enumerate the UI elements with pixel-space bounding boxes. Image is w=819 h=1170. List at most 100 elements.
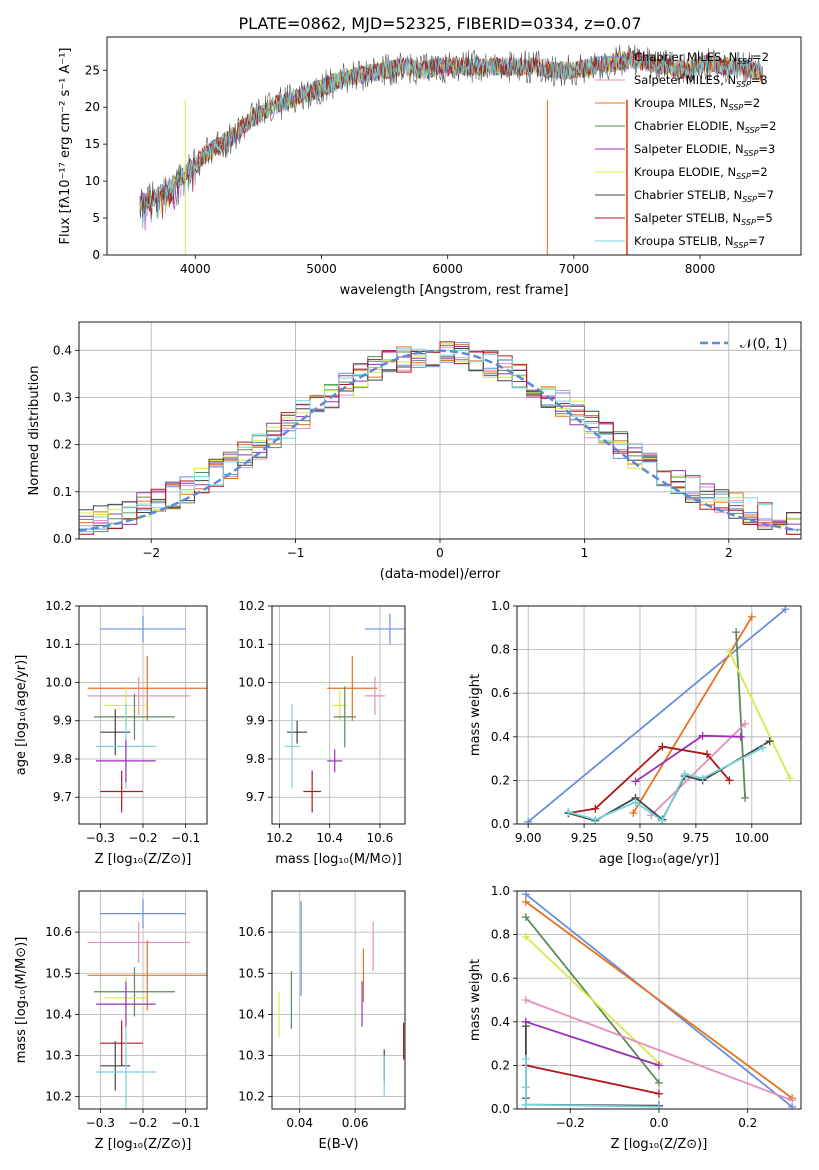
weight-series-line xyxy=(632,616,753,814)
figure-title: PLATE=0862, MJD=52325, FIBERID=0334, z=0… xyxy=(238,14,641,33)
weight_vs_age-axes: 9.00 9.25 9.50 9.75 10.00 0.0 0.2 0.4 0.6 0.8 1.0 a… xyxy=(468,599,802,867)
legend-label: Chabrier MILES, NSSP=2 xyxy=(634,50,769,66)
weight-point-marker xyxy=(521,1100,530,1109)
legend-label: Salpeter STELIB, NSSP=5 xyxy=(634,211,773,227)
weight_vs_age-tick-label-x: 9.00 xyxy=(515,831,542,845)
age_vs_mass-tick-label-x: 10.2 xyxy=(266,831,293,845)
age_vs_Z-tick-label-y: 10.1 xyxy=(45,637,72,651)
age_vs_mass-axes: 10.2 10.4 10.6 9.7 9.8 9.9 10.0 10.1 10.2 mass [l… xyxy=(238,599,406,867)
spectrum-tick-label-y: 10 xyxy=(85,174,100,188)
residuals-tick-label-x: −2 xyxy=(142,546,160,560)
residuals-axes: −2 −1 0 1 2 0.0 0.1 0.2 0.3 0.4 𝒩(0, 1) (data-model… xyxy=(27,321,802,582)
weight_vs_age-tick-label-y: 1.0 xyxy=(491,599,510,613)
legend-label: Kroupa STELIB, NSSP=7 xyxy=(634,234,765,250)
spectrum-tick-label-x: 5000 xyxy=(306,262,337,276)
age_vs_mass-tick-label-x: 10.6 xyxy=(367,831,394,845)
weight-series-line xyxy=(735,632,746,798)
weight_vs_age-ylabel: mass weight xyxy=(468,674,483,756)
age_vs_mass-xlabel: mass [log₁₀(M/M⊙)] xyxy=(275,852,402,867)
age_vs_Z-tick-label-y: 9.7 xyxy=(53,790,72,804)
weight-point-marker xyxy=(655,1089,663,1098)
weight-point-marker xyxy=(725,647,734,656)
spectrum-tick-label-y: 5 xyxy=(92,211,100,225)
spectrum-frame xyxy=(106,36,802,256)
residuals-tick-label-y: 0.3 xyxy=(53,390,72,404)
weight-point-marker xyxy=(658,816,667,824)
weight-point-marker xyxy=(564,808,573,817)
mass_vs_Z-tick-label-x: −0.3 xyxy=(86,1116,115,1130)
legend-label: Kroupa MILES, NSSP=2 xyxy=(634,96,760,112)
age_vs_Z-ylabel: age [log₁₀(age/yr)] xyxy=(14,655,29,776)
mass_vs_EBV-tick-label-x: 0.06 xyxy=(342,1116,369,1130)
weight-point-marker xyxy=(631,777,640,786)
weight-series-line xyxy=(525,1020,660,1067)
weight-point-marker xyxy=(747,612,756,621)
weight-point-marker xyxy=(736,732,745,741)
age_vs_Z-tick-label-y: 10.0 xyxy=(45,675,72,689)
spectrum-tick-label-x: 6000 xyxy=(432,262,463,276)
weight-point-marker xyxy=(524,817,533,824)
spectrum-xlabel: wavelength [Angstrom, rest frame] xyxy=(340,283,569,298)
weight_vs_Z-marks xyxy=(521,891,797,1109)
mass_vs_Z-tick-label-y: 10.5 xyxy=(45,966,72,980)
mass_vs_EBV-tick-label-y: 10.4 xyxy=(238,1007,265,1021)
weight-point-marker xyxy=(655,1102,663,1109)
weight-point-marker xyxy=(698,774,707,783)
legend-label: Salpeter MILES, NSSP=3 xyxy=(634,73,768,89)
spectrum-legend: Chabrier MILES, NSSP=2 Salpeter MILES, NS… xyxy=(595,50,776,250)
weight_vs_Z-tick-label-x: −0.2 xyxy=(556,1116,585,1130)
weight_vs_Z-tick-label-y: 1.0 xyxy=(491,884,510,898)
age_vs_mass-tick-label-y: 10.2 xyxy=(238,599,265,613)
age_vs_Z-tick-label-x: −0.3 xyxy=(86,831,115,845)
weight-series-line xyxy=(525,999,793,1102)
spectrum-tick-label-y: 15 xyxy=(85,137,100,151)
weight-series-line xyxy=(525,1064,660,1095)
weight_vs_age-tick-label-x: 9.25 xyxy=(571,831,598,845)
weight_vs_age-tick-label-y: 0.0 xyxy=(491,817,510,831)
legend-label: Salpeter ELODIE, NSSP=3 xyxy=(634,142,775,158)
weight_vs_age-tick-label-y: 0.8 xyxy=(491,643,510,657)
weight-point-marker xyxy=(521,932,530,941)
weight_vs_Z-xlabel: Z [log₁₀(Z/Z⊙)] xyxy=(611,1137,708,1152)
weight_vs_age-tick-label-x: 9.50 xyxy=(627,831,654,845)
mass_vs_Z-xlabel: Z [log₁₀(Z/Z⊙)] xyxy=(95,1137,192,1152)
age_vs_Z-tick-label-y: 10.2 xyxy=(45,599,72,613)
mass_vs_Z-tick-label-y: 10.6 xyxy=(45,925,72,939)
residuals-tick-label-y: 0.1 xyxy=(53,485,72,499)
age_vs_mass-tick-label-y: 9.8 xyxy=(246,752,265,766)
weight-point-marker xyxy=(758,743,767,752)
residuals-tick-label-y: 0.0 xyxy=(53,532,72,546)
weight_vs_age-tick-label-y: 0.4 xyxy=(491,730,510,744)
weight-series-line xyxy=(527,608,786,823)
weight-point-marker xyxy=(658,742,667,751)
mass_vs_Z-tick-label-x: −0.1 xyxy=(171,1116,200,1130)
legend-label: Chabrier ELODIE, NSSP=2 xyxy=(634,119,776,135)
weight-point-marker xyxy=(521,891,530,899)
residuals-tick-label-y: 0.4 xyxy=(53,343,72,357)
normal-curve xyxy=(79,349,799,532)
weight_vs_age-marks xyxy=(524,606,794,824)
weight-series-line xyxy=(525,901,793,1099)
weight-point-marker xyxy=(655,1061,663,1070)
residuals-xlabel: (data-model)/error xyxy=(380,567,501,582)
spectrum-series-line xyxy=(139,52,764,222)
spectrum-series-line xyxy=(139,50,764,219)
weight-point-marker xyxy=(785,774,794,783)
mass_vs_EBV-frame xyxy=(271,890,406,1110)
age_vs_Z-tick-label-y: 9.9 xyxy=(53,714,72,728)
weight-point-marker xyxy=(781,606,790,614)
weight-point-marker xyxy=(741,719,750,728)
weight-point-marker xyxy=(680,769,689,778)
mass_vs_Z-axes: −0.3 −0.2 −0.1 10.2 10.3 10.4 10.5 10.6 Z [log₁₀… xyxy=(14,890,208,1152)
weight-point-marker xyxy=(629,809,638,818)
weight-point-marker xyxy=(521,996,530,1004)
age_vs_mass-tick-label-y: 9.9 xyxy=(246,714,265,728)
mass_vs_Z-marks xyxy=(87,899,207,1109)
age_vs_mass-tick-label-x: 10.4 xyxy=(316,831,343,845)
weight-point-marker xyxy=(521,913,530,922)
weight-point-marker xyxy=(765,737,774,746)
weight-point-marker xyxy=(521,1054,530,1063)
age_vs_Z-axes: −0.3 −0.2 −0.1 9.7 9.8 9.9 10.0 10.1 10.2 Z [log₁… xyxy=(14,599,208,867)
weight-series-line xyxy=(525,1026,660,1107)
